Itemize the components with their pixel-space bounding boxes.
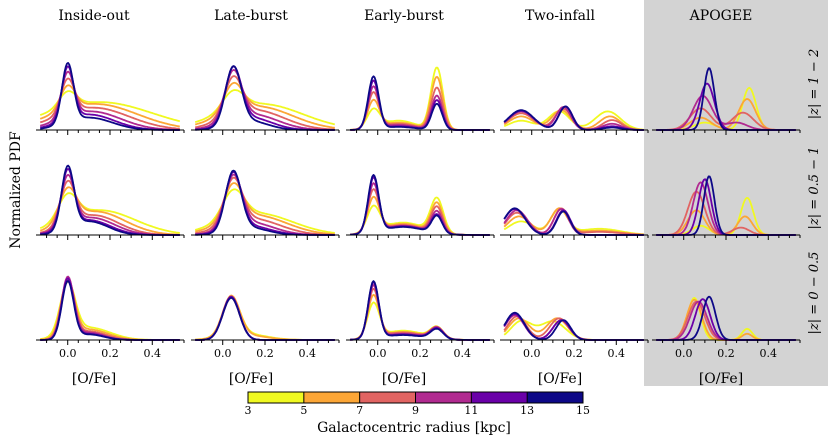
x-axis-title-early-burst: [O/Fe] — [382, 371, 426, 387]
x-tick-label: 0.4 — [144, 347, 162, 360]
colorbar-bin-3-5 — [248, 392, 304, 403]
colorbar-bin-7-9 — [359, 392, 416, 403]
col-title-inside-out: Inside-out — [58, 8, 130, 24]
colorbar-bin-9-11 — [415, 392, 472, 403]
panel-r0-apogee — [652, 67, 801, 135]
curve-late-burst-r1-7-9kpc — [195, 176, 335, 236]
x-axis-titles: [O/Fe] [O/Fe] [O/Fe] [O/Fe] [O/Fe] — [72, 371, 743, 387]
x-tick-label: 0.4 — [608, 347, 626, 360]
curve-late-burst-r2-3-5kpc — [195, 295, 335, 341]
column-titles: Inside-out Late-burst Early-burst Two-in… — [58, 8, 752, 24]
panel-r2-apogee: 0.0 0.2 0.4 — [652, 295, 801, 360]
row-label-z-0-0.5: |z| = 0 − 0.5 — [807, 252, 822, 335]
x-tick-label: 0.4 — [760, 347, 778, 360]
curve-inside-out-r1-3-5kpc — [39, 192, 180, 234]
panels-group: 0.0 0.2 0.4 0.0 0.2 0.4 0.0 0.2 0.4 0.0 0.2 0.4 0.0 0… — [36, 62, 801, 360]
x-axis-title-inside-out: [O/Fe] — [72, 371, 116, 387]
panel-r1-apogee — [652, 175, 801, 240]
panel-r1-two-infall — [500, 207, 649, 240]
x-axis-title-late-burst: [O/Fe] — [229, 371, 273, 387]
x-tick-label: 0.4 — [299, 347, 317, 360]
panel-r2-two-infall: 0.0 0.2 0.4 — [500, 311, 649, 360]
panel-r0-two-infall — [500, 105, 649, 135]
panel-r0-late-burst — [191, 65, 340, 135]
colorbar-tick-label: 9 — [412, 404, 419, 417]
panel-r2-late-burst: 0.0 0.2 0.4 — [191, 294, 340, 360]
colorbar-tick-label: 13 — [520, 404, 534, 417]
panel-r1-early-burst — [346, 173, 495, 240]
x-tick-label: 0.2 — [256, 347, 274, 360]
row-label-z-0.5-1: |z| = 0.5 − 1 — [807, 147, 822, 230]
curve-late-burst-r2-13-15kpc — [195, 296, 335, 341]
x-tick-label: 0.2 — [565, 347, 583, 360]
x-tick-label: 0.2 — [101, 347, 119, 360]
curve-early-burst-r0-9-11kpc — [350, 85, 490, 131]
curve-late-burst-r0-11-13kpc — [195, 65, 335, 131]
curve-early-burst-r2-9-11kpc — [350, 284, 490, 341]
apogee-highlight-background — [644, 0, 828, 386]
curve-inside-out-r1-13-15kpc — [40, 164, 180, 236]
x-tick-label: 0.0 — [59, 347, 77, 360]
x-axis-title-two-infall: [O/Fe] — [538, 371, 582, 387]
colorbar-bin-11-13 — [471, 392, 528, 403]
curve-late-burst-r2-11-13kpc — [195, 295, 335, 341]
panel-r2-early-burst: 0.0 0.2 0.4 — [346, 280, 495, 360]
panel-r0-inside-out — [36, 62, 185, 135]
colorbar: 3 5 7 9 11 13 15 — [245, 391, 590, 417]
x-tick-label: 0.2 — [717, 347, 735, 360]
panel-r2-inside-out: 0.0 0.2 0.4 — [36, 275, 185, 360]
col-title-apogee: APOGEE — [689, 8, 753, 24]
colorbar-tick-label: 11 — [464, 404, 478, 417]
col-title-two-infall: Two-infall — [525, 8, 595, 24]
x-tick-label: 0.2 — [411, 347, 429, 360]
colorbar-bin-5-7 — [303, 392, 360, 403]
curve-two-infall-r2-7-9kpc — [503, 315, 644, 341]
curve-early-burst-r0-7-9kpc — [350, 86, 490, 131]
curve-early-burst-r0-3-5kpc — [350, 66, 490, 131]
panel-r0-early-burst — [346, 66, 495, 135]
colorbar-tick-label: 7 — [356, 404, 363, 417]
colorbar-tick-label: 15 — [576, 404, 590, 417]
colorbar-tick-label: 3 — [245, 404, 252, 417]
curve-inside-out-r2-13-15kpc — [40, 280, 180, 341]
curve-two-infall-r2-5-7kpc — [503, 317, 644, 341]
colorbar-label: Galactocentric radius [kpc] — [317, 420, 511, 436]
col-title-early-burst: Early-burst — [364, 8, 444, 24]
curve-two-infall-r1-3-5kpc — [503, 208, 644, 236]
x-tick-label: 0.0 — [675, 347, 693, 360]
curve-late-burst-r0-5-7kpc — [194, 81, 335, 129]
curve-inside-out-r1-5-7kpc — [39, 186, 180, 236]
curve-late-burst-r2-5-7kpc — [195, 294, 335, 341]
x-tick-label: 0.0 — [214, 347, 232, 360]
x-axis-title-apogee: [O/Fe] — [699, 371, 743, 387]
row-label-z-1-2: |z| = 1 − 2 — [807, 49, 822, 119]
x-tick-label: 0.0 — [369, 347, 387, 360]
col-title-late-burst: Late-burst — [214, 8, 288, 24]
row-labels: |z| = 1 − 2 |z| = 0.5 − 1 |z| = 0 − 0.5 — [807, 49, 822, 335]
curve-early-burst-r2-13-15kpc — [350, 280, 490, 341]
panel-r1-late-burst — [191, 169, 340, 240]
curve-early-burst-r0-11-13kpc — [350, 79, 490, 131]
curve-late-burst-r2-9-11kpc — [195, 295, 335, 341]
curve-two-infall-r0-13-15kpc — [503, 105, 644, 131]
colorbar-tick-label: 5 — [300, 404, 307, 417]
y-axis-title: Normalized PDF — [8, 131, 24, 249]
curve-late-burst-r2-7-9kpc — [195, 296, 335, 341]
colorbar-bin-13-15 — [527, 392, 583, 403]
curve-inside-out-r0-5-7kpc — [39, 84, 180, 128]
x-tick-label: 0.0 — [523, 347, 541, 360]
curve-inside-out-r0-3-5kpc — [39, 90, 181, 123]
x-tick-label: 0.4 — [454, 347, 472, 360]
curve-early-burst-r2-5-7kpc — [350, 293, 490, 341]
panel-r1-inside-out — [36, 164, 185, 240]
